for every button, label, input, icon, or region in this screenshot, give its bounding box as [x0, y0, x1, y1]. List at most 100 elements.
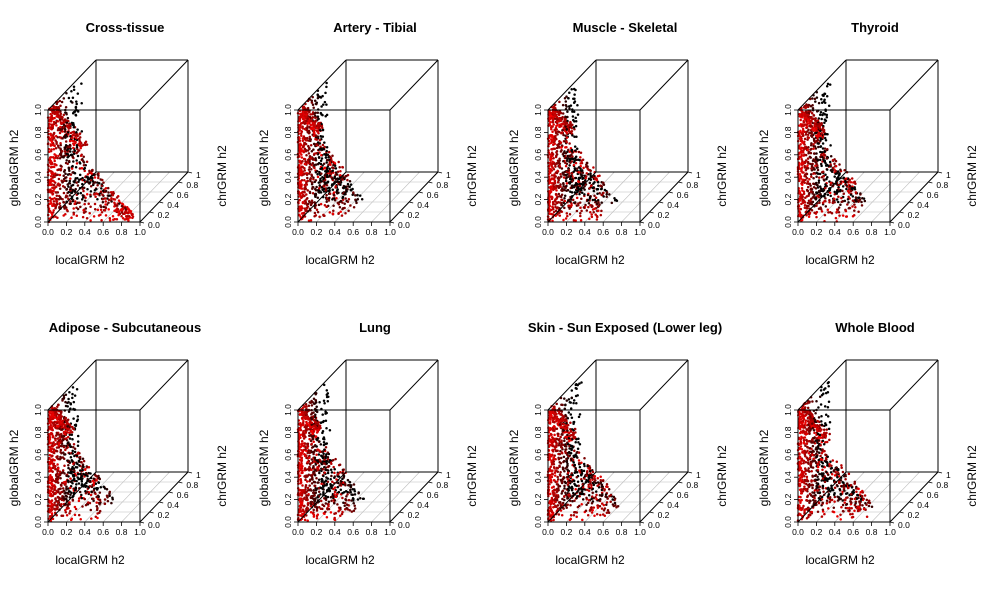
- data-point: [110, 200, 113, 203]
- data-point: [565, 136, 569, 139]
- data-point: [826, 176, 829, 179]
- data-point: [349, 204, 352, 207]
- data-point: [303, 183, 306, 187]
- data-point: [81, 468, 84, 472]
- data-point: [853, 203, 856, 206]
- data-point: [356, 193, 359, 197]
- data-point: [83, 166, 87, 170]
- data-point: [808, 103, 811, 107]
- data-point: [121, 217, 125, 220]
- data-point: [301, 145, 305, 149]
- data-point: [806, 119, 810, 122]
- data-point: [551, 196, 554, 199]
- data-point: [70, 184, 73, 188]
- z-tick: [418, 191, 423, 194]
- data-point: [84, 503, 88, 507]
- data-point: [50, 140, 54, 144]
- data-point: [89, 493, 93, 497]
- data-point: [346, 200, 350, 203]
- data-point: [115, 204, 119, 207]
- data-point: [67, 166, 71, 169]
- data-point: [323, 178, 327, 182]
- data-point: [85, 490, 89, 493]
- data-point: [61, 149, 64, 153]
- box-edge: [389, 171, 439, 223]
- data-point: [306, 124, 309, 128]
- data-point: [81, 158, 84, 161]
- data-point: [302, 150, 306, 154]
- data-point: [818, 185, 822, 188]
- x-tick-label: 0.6: [97, 527, 109, 537]
- data-point: [550, 138, 553, 141]
- data-point: [569, 120, 572, 124]
- data-point: [112, 192, 115, 195]
- data-point: [602, 195, 605, 198]
- data-point: [79, 477, 82, 480]
- data-point: [49, 116, 52, 119]
- panel-title: Adipose - Subcutaneous: [49, 320, 201, 335]
- data-point: [318, 215, 321, 218]
- data-point: [65, 119, 69, 122]
- data-point: [53, 175, 56, 179]
- data-point: [806, 148, 810, 151]
- data-point: [49, 132, 52, 136]
- data-point: [88, 501, 92, 505]
- data-point: [72, 400, 76, 404]
- data-point: [307, 219, 311, 222]
- data-point: [310, 202, 314, 205]
- data-point: [316, 162, 320, 166]
- data-point: [51, 110, 55, 113]
- data-point: [821, 147, 825, 150]
- data-point: [102, 181, 105, 184]
- data-point: [324, 91, 327, 95]
- data-point: [555, 162, 559, 165]
- data-point: [94, 195, 97, 199]
- data-point: [818, 113, 822, 117]
- data-point: [70, 153, 74, 156]
- data-point: [57, 168, 60, 172]
- data-point: [590, 205, 594, 209]
- data-point: [325, 184, 329, 187]
- data-point: [556, 169, 559, 173]
- data-point: [343, 202, 346, 205]
- data-point: [298, 170, 302, 174]
- data-point: [83, 202, 86, 206]
- data-point: [54, 215, 57, 218]
- data-point: [568, 212, 572, 216]
- data-point: [321, 94, 324, 98]
- data-point: [318, 139, 322, 142]
- data-point: [67, 124, 71, 127]
- data-point: [548, 212, 552, 215]
- data-point: [349, 183, 353, 186]
- data-point: [803, 153, 806, 156]
- z-tick: [928, 181, 933, 184]
- y-tick-label: 0.8: [533, 126, 543, 138]
- data-point: [806, 166, 810, 170]
- data-point: [107, 208, 110, 211]
- data-point: [303, 142, 307, 145]
- data-point: [317, 155, 321, 159]
- data-point: [52, 416, 55, 420]
- data-point: [65, 92, 68, 95]
- z-tick: [178, 181, 183, 184]
- data-point: [76, 434, 80, 438]
- data-point: [51, 127, 54, 130]
- data-point: [610, 201, 614, 205]
- data-point: [95, 479, 98, 482]
- data-point: [49, 174, 53, 178]
- data-point: [76, 440, 80, 443]
- y-tick-label: 0.2: [283, 193, 293, 205]
- data-point: [324, 494, 327, 498]
- data-point: [66, 479, 70, 482]
- y-tick-label: 0.0: [533, 216, 543, 228]
- data-point: [812, 182, 816, 185]
- data-point: [339, 183, 342, 187]
- data-point: [328, 161, 332, 164]
- data-point: [72, 461, 76, 464]
- data-point: [57, 127, 60, 130]
- data-point: [808, 124, 811, 128]
- data-point: [106, 197, 109, 200]
- data-point: [70, 216, 73, 219]
- data-point: [840, 196, 843, 200]
- data-point: [826, 148, 829, 151]
